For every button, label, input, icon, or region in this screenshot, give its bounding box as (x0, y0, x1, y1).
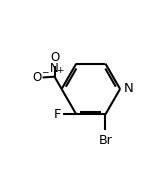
Text: O: O (33, 71, 42, 84)
Text: F: F (54, 108, 61, 121)
Text: O: O (50, 51, 59, 64)
Text: −: − (41, 67, 48, 76)
Text: Br: Br (99, 134, 112, 147)
Text: N: N (50, 62, 59, 75)
Text: N: N (124, 82, 134, 96)
Text: +: + (57, 66, 64, 75)
